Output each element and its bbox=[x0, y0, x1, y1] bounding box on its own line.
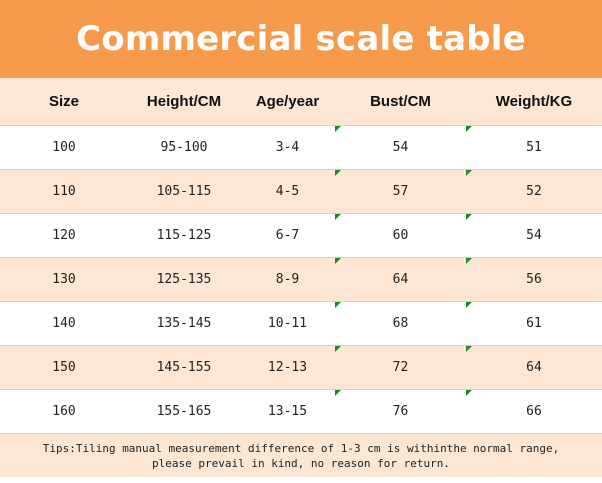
cell-size: 100 bbox=[0, 125, 128, 170]
header-weight: Weight/KG bbox=[466, 78, 602, 126]
table-body: 100 95-100 3-4 54 51 110 105-115 4-5 57 52 120 115-… bbox=[0, 125, 602, 434]
cell-bust: 60 bbox=[335, 213, 466, 258]
cell-marker bbox=[466, 170, 472, 176]
table-row: 160 155-165 13-15 76 66 bbox=[0, 389, 602, 434]
cell-size: 110 bbox=[0, 169, 128, 214]
cell-weight: 56 bbox=[466, 257, 602, 302]
cell-size: 120 bbox=[0, 213, 128, 258]
cell-bust: 57 bbox=[335, 169, 466, 214]
cell-marker bbox=[466, 346, 472, 352]
cell-marker bbox=[466, 302, 472, 308]
cell-weight: 61 bbox=[466, 301, 602, 346]
cell-marker bbox=[466, 126, 472, 132]
cell-marker bbox=[466, 258, 472, 264]
header-row: Size Height/CM Age/year Bust/CM Weight/K… bbox=[0, 78, 602, 126]
cell-marker bbox=[335, 258, 341, 264]
cell-age: 6-7 bbox=[240, 213, 335, 258]
cell-size: 150 bbox=[0, 345, 128, 390]
header-size: Size bbox=[0, 78, 128, 126]
header-height: Height/CM bbox=[128, 78, 240, 126]
tips-line-2: please prevail in kind, no reason for re… bbox=[151, 456, 450, 470]
cell-weight: 64 bbox=[466, 345, 602, 390]
cell-size: 130 bbox=[0, 257, 128, 302]
cell-weight: 52 bbox=[466, 169, 602, 214]
cell-marker bbox=[335, 126, 341, 132]
header-age: Age/year bbox=[240, 78, 335, 126]
table-row: 150 145-155 12-13 72 64 bbox=[0, 345, 602, 390]
cell-marker bbox=[335, 214, 341, 220]
cell-marker bbox=[335, 390, 341, 396]
cell-age: 8-9 bbox=[240, 257, 335, 302]
table-row: 130 125-135 8-9 64 56 bbox=[0, 257, 602, 302]
cell-height: 95-100 bbox=[128, 125, 240, 170]
table-row: 100 95-100 3-4 54 51 bbox=[0, 125, 602, 170]
cell-marker bbox=[335, 346, 341, 352]
cell-bust: 72 bbox=[335, 345, 466, 390]
cell-bust: 54 bbox=[335, 125, 466, 170]
tips-line-1: Tips:Tiling manual measurement differenc… bbox=[42, 441, 560, 455]
cell-weight: 51 bbox=[466, 125, 602, 170]
size-table: Size Height/CM Age/year Bust/CM Weight/K… bbox=[0, 78, 602, 434]
cell-bust: 68 bbox=[335, 301, 466, 346]
table-row: 110 105-115 4-5 57 52 bbox=[0, 169, 602, 214]
cell-marker bbox=[335, 302, 341, 308]
title-banner: Commercial scale table bbox=[0, 0, 602, 78]
cell-bust: 76 bbox=[335, 389, 466, 434]
cell-bust: 64 bbox=[335, 257, 466, 302]
cell-weight: 54 bbox=[466, 213, 602, 258]
cell-marker bbox=[466, 214, 472, 220]
cell-marker bbox=[466, 390, 472, 396]
cell-age: 10-11 bbox=[240, 301, 335, 346]
header-bust: Bust/CM bbox=[335, 78, 466, 126]
table-row: 140 135-145 10-11 68 61 bbox=[0, 301, 602, 346]
cell-height: 145-155 bbox=[128, 345, 240, 390]
cell-age: 12-13 bbox=[240, 345, 335, 390]
cell-age: 13-15 bbox=[240, 389, 335, 434]
table-row: 120 115-125 6-7 60 54 bbox=[0, 213, 602, 258]
cell-size: 160 bbox=[0, 389, 128, 434]
cell-weight: 66 bbox=[466, 389, 602, 434]
cell-marker bbox=[335, 170, 341, 176]
chart-title: Commercial scale table bbox=[76, 19, 526, 59]
cell-size: 140 bbox=[0, 301, 128, 346]
cell-age: 4-5 bbox=[240, 169, 335, 214]
tips-note: Tips:Tiling manual measurement differenc… bbox=[0, 434, 602, 477]
cell-height: 155-165 bbox=[128, 389, 240, 434]
cell-height: 105-115 bbox=[128, 169, 240, 214]
cell-height: 135-145 bbox=[128, 301, 240, 346]
cell-height: 115-125 bbox=[128, 213, 240, 258]
cell-height: 125-135 bbox=[128, 257, 240, 302]
cell-age: 3-4 bbox=[240, 125, 335, 170]
